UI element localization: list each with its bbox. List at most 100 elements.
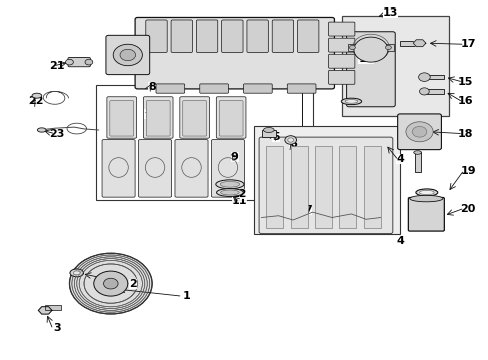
Polygon shape: [38, 307, 52, 314]
Bar: [399, 41, 419, 46]
Text: 4: 4: [395, 236, 403, 246]
Ellipse shape: [37, 128, 46, 132]
FancyBboxPatch shape: [246, 20, 268, 53]
Bar: [261, 130, 276, 137]
Ellipse shape: [216, 189, 243, 197]
FancyBboxPatch shape: [110, 101, 133, 136]
Ellipse shape: [419, 190, 433, 195]
Circle shape: [103, 278, 118, 289]
Text: 16: 16: [457, 96, 472, 107]
Text: 4: 4: [395, 154, 403, 163]
Text: 15: 15: [457, 77, 472, 87]
FancyBboxPatch shape: [196, 20, 217, 53]
FancyBboxPatch shape: [328, 54, 354, 68]
FancyBboxPatch shape: [171, 20, 192, 53]
FancyBboxPatch shape: [287, 84, 315, 93]
FancyBboxPatch shape: [221, 20, 243, 53]
Bar: [424, 89, 443, 94]
FancyBboxPatch shape: [107, 97, 136, 138]
FancyBboxPatch shape: [135, 18, 334, 89]
Circle shape: [287, 138, 293, 142]
FancyBboxPatch shape: [200, 84, 228, 93]
FancyBboxPatch shape: [272, 20, 293, 53]
Circle shape: [419, 88, 428, 95]
Text: 3: 3: [53, 323, 61, 333]
Ellipse shape: [263, 127, 274, 132]
Bar: [45, 305, 61, 310]
Circle shape: [69, 253, 152, 314]
Circle shape: [94, 271, 127, 296]
Text: 17: 17: [460, 39, 475, 49]
Bar: [290, 146, 307, 228]
FancyBboxPatch shape: [328, 70, 354, 84]
Ellipse shape: [341, 98, 361, 105]
Text: 7: 7: [303, 205, 311, 215]
FancyBboxPatch shape: [297, 20, 318, 53]
Text: 9: 9: [230, 152, 238, 162]
FancyBboxPatch shape: [106, 35, 149, 75]
Text: 12: 12: [231, 189, 247, 199]
Text: 6: 6: [288, 139, 296, 149]
Text: 19: 19: [459, 166, 475, 176]
Text: 22: 22: [28, 96, 43, 107]
Bar: [341, 16, 448, 116]
Circle shape: [405, 122, 432, 142]
FancyBboxPatch shape: [259, 137, 392, 234]
FancyBboxPatch shape: [243, 84, 272, 93]
Text: 20: 20: [460, 203, 475, 213]
Ellipse shape: [215, 180, 244, 189]
FancyBboxPatch shape: [175, 140, 207, 197]
Text: 8: 8: [148, 82, 156, 92]
Text: 18: 18: [457, 129, 472, 139]
Polygon shape: [412, 40, 425, 46]
FancyBboxPatch shape: [138, 140, 171, 197]
Bar: [363, 146, 380, 228]
Ellipse shape: [220, 190, 239, 195]
FancyBboxPatch shape: [328, 22, 354, 36]
Text: 5: 5: [272, 132, 279, 142]
FancyBboxPatch shape: [156, 84, 184, 93]
FancyBboxPatch shape: [68, 58, 90, 67]
Text: 14: 14: [358, 54, 373, 64]
Circle shape: [349, 45, 355, 50]
Circle shape: [113, 44, 142, 66]
Ellipse shape: [32, 93, 41, 98]
FancyBboxPatch shape: [143, 97, 173, 138]
Text: 13: 13: [382, 7, 397, 17]
Bar: [266, 146, 283, 228]
FancyBboxPatch shape: [346, 32, 394, 107]
Ellipse shape: [73, 271, 80, 275]
Text: 23: 23: [49, 129, 65, 139]
Ellipse shape: [413, 151, 421, 154]
FancyBboxPatch shape: [180, 97, 209, 138]
Bar: [414, 153, 420, 172]
FancyBboxPatch shape: [183, 101, 206, 136]
Text: 21: 21: [49, 61, 65, 71]
FancyBboxPatch shape: [328, 38, 354, 52]
FancyBboxPatch shape: [211, 140, 244, 197]
Circle shape: [353, 37, 387, 62]
Bar: [339, 146, 356, 228]
FancyBboxPatch shape: [145, 20, 167, 53]
Circle shape: [285, 136, 296, 144]
Ellipse shape: [70, 269, 83, 277]
Ellipse shape: [415, 189, 437, 196]
Text: 10: 10: [144, 109, 160, 119]
Text: 2: 2: [128, 279, 136, 289]
Text: 13: 13: [382, 8, 397, 18]
Ellipse shape: [409, 195, 442, 202]
Bar: [424, 75, 443, 79]
Ellipse shape: [85, 59, 93, 65]
Circle shape: [120, 49, 135, 61]
FancyBboxPatch shape: [102, 140, 135, 197]
FancyBboxPatch shape: [219, 101, 243, 136]
FancyBboxPatch shape: [397, 114, 441, 150]
Ellipse shape: [220, 181, 239, 187]
Circle shape: [385, 45, 390, 50]
FancyBboxPatch shape: [407, 198, 444, 231]
Text: 1: 1: [182, 291, 190, 301]
Bar: [96, 85, 312, 200]
Bar: [254, 126, 399, 234]
Ellipse shape: [65, 59, 73, 65]
Bar: [314, 146, 331, 228]
